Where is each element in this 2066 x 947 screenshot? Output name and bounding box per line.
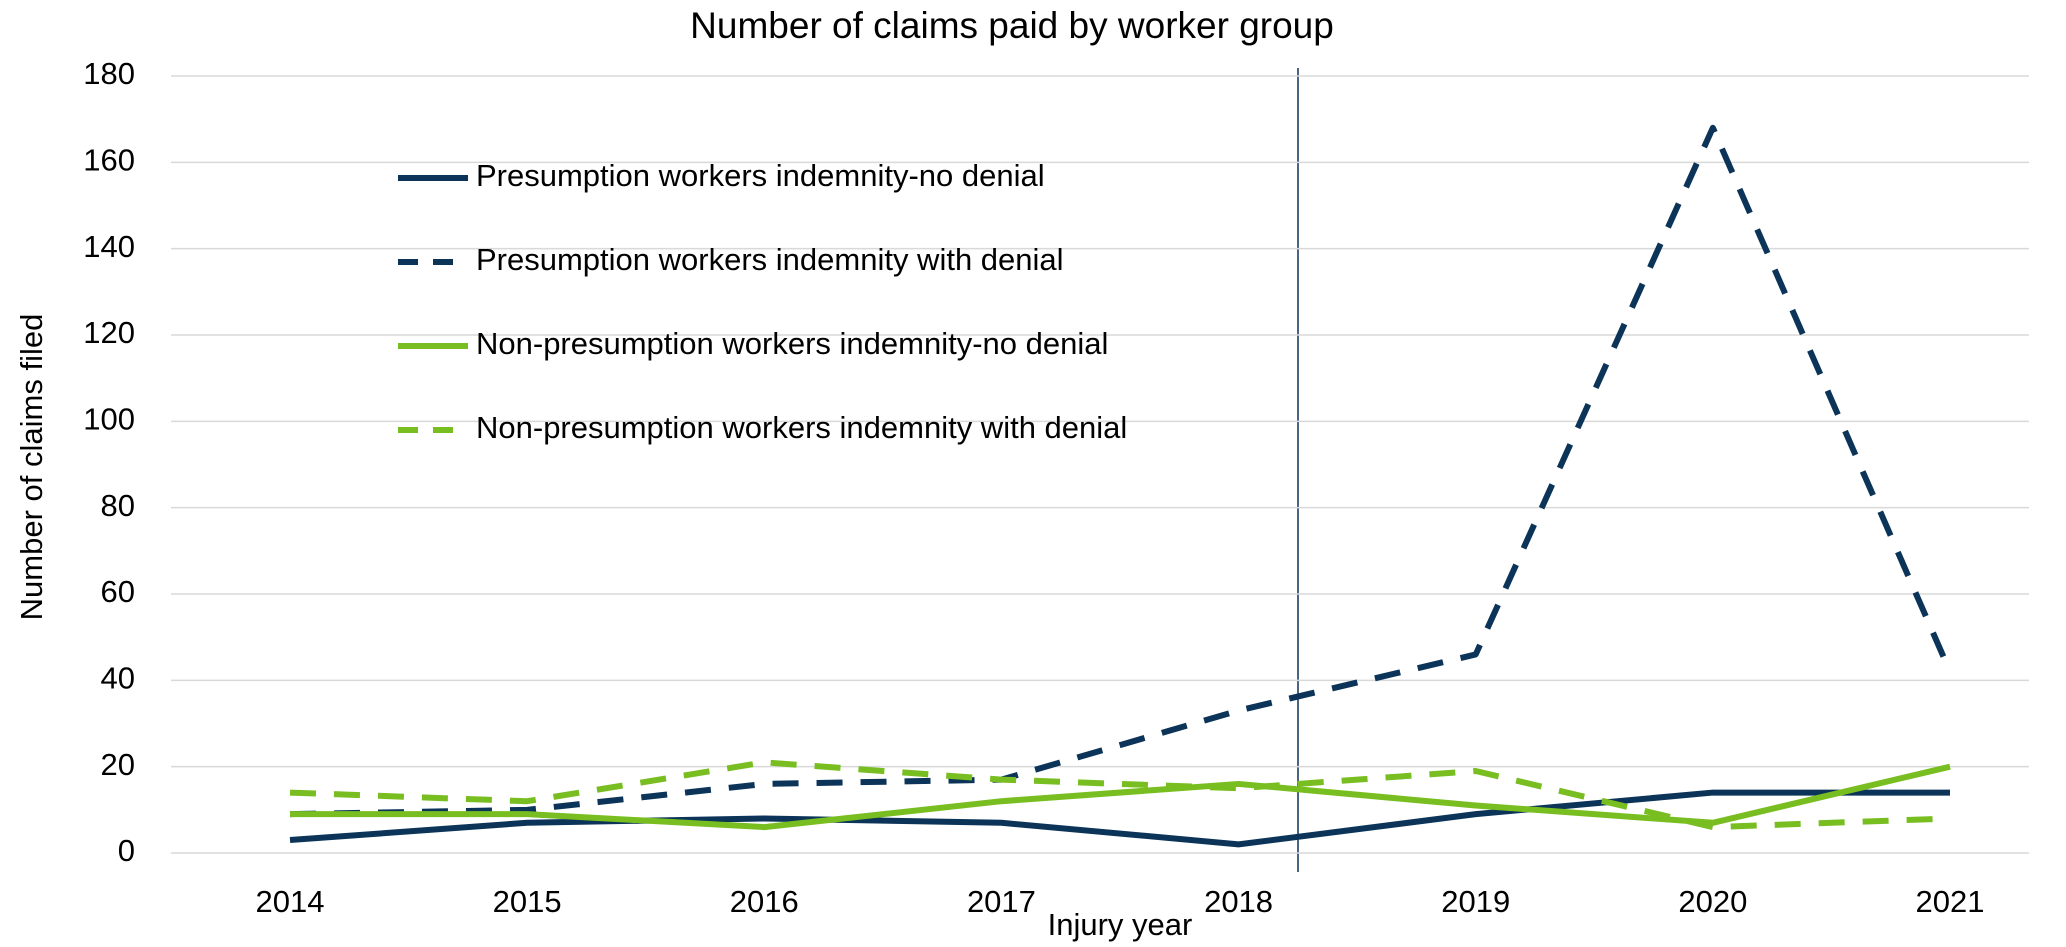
y-tick-label: 40	[101, 661, 135, 696]
y-tick-label: 60	[101, 574, 135, 609]
series-line	[289, 124, 1953, 818]
y-tick-label: 140	[83, 229, 135, 264]
y-tick-label: 20	[101, 747, 135, 782]
x-tick-label: 2015	[493, 884, 562, 919]
series-line	[289, 759, 1951, 831]
x-tick-label: 2016	[730, 884, 799, 919]
y-tick-label: 180	[83, 56, 135, 91]
y-tick-label: 80	[101, 488, 135, 523]
x-tick-label: 2014	[256, 884, 325, 919]
x-tick-label: 2019	[1441, 884, 1510, 919]
y-tick-label: 160	[83, 143, 135, 178]
legend-label: Non-presumption workers indemnity with d…	[476, 410, 1127, 445]
chart-title: Number of claims paid by worker group	[690, 5, 1334, 46]
y-axis-label: Number of claims filed	[14, 314, 49, 621]
legend-label: Presumption workers indemnity-no denial	[476, 158, 1045, 193]
x-tick-label: 2020	[1678, 884, 1747, 919]
legend-label: Presumption workers indemnity with denia…	[476, 242, 1064, 277]
series-line	[290, 763, 1951, 831]
series-line	[289, 789, 1950, 848]
y-tick-label: 120	[83, 315, 135, 350]
x-tick-label: 2018	[1204, 884, 1273, 919]
x-axis-label: Injury year	[1048, 907, 1193, 942]
y-tick-label: 100	[83, 402, 135, 437]
x-tick-label: 2021	[1916, 884, 1985, 919]
x-tick-label: 2017	[967, 884, 1036, 919]
y-tick-label: 0	[118, 833, 135, 868]
legend-label: Non-presumption workers indemnity-no den…	[476, 326, 1108, 361]
